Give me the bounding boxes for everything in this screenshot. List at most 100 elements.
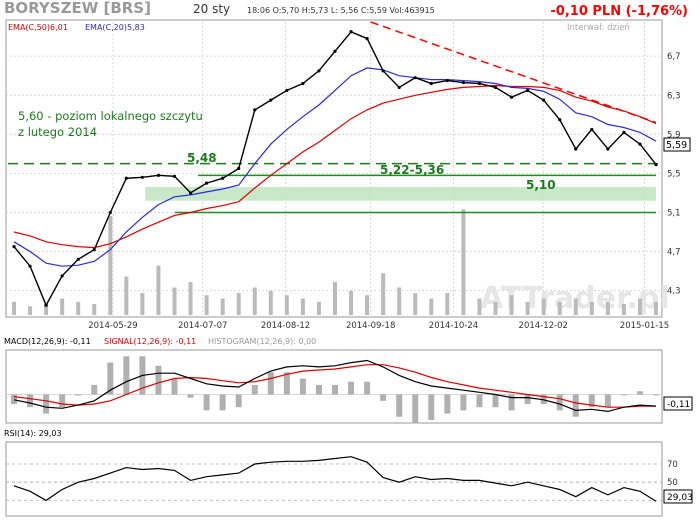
x-tick-label: 2014-08-12	[261, 321, 310, 331]
volume-bar	[413, 293, 418, 315]
macd-histogram-bar	[572, 394, 579, 417]
price-point	[622, 130, 626, 134]
volume-bar	[300, 298, 305, 315]
macd-signal-label: SIGNAL(12,26,9): -0,11	[104, 337, 196, 346]
price-point	[413, 76, 417, 80]
price-point	[333, 49, 337, 53]
macd-histogram-bar	[59, 394, 66, 408]
macd-histogram-bar	[75, 394, 82, 396]
macd-histogram-bar	[107, 362, 114, 395]
rsi-tick-label: 50	[667, 478, 678, 488]
price-point	[221, 176, 225, 180]
volume-bar	[204, 295, 209, 315]
ema20-path	[13, 67, 657, 267]
price-point	[526, 88, 530, 92]
price-panel	[5, 19, 663, 318]
ema20-line	[13, 67, 657, 267]
zone-label: 5,22-5,36	[380, 163, 444, 177]
support-zone	[145, 187, 656, 201]
volume-bar	[349, 290, 354, 315]
rsi-panel	[5, 441, 663, 517]
date-x-axis: 2014-05-29 2014-07-07 2014-08-12 2014-09-18…	[88, 321, 669, 331]
macd-histogram-bar	[428, 394, 435, 420]
macd-histogram-bar	[283, 372, 290, 395]
volume-bar	[557, 301, 562, 315]
price-point	[574, 147, 578, 151]
macd-histogram-bar	[203, 394, 210, 411]
macd-histogram-bar	[508, 394, 515, 411]
price-point	[253, 108, 257, 112]
price-point	[477, 81, 482, 86]
x-tick-label: 2014-10-24	[429, 321, 478, 331]
y-tick-label: 4,3	[667, 287, 681, 297]
rsi-path	[13, 456, 657, 502]
price-grid	[6, 22, 662, 315]
volume-bar	[397, 287, 402, 315]
rsi-series: 305070	[6, 456, 678, 506]
macd-histogram-bar	[620, 394, 627, 396]
macd-label: MACD(12,26,9): -0,11	[4, 337, 91, 346]
macd-value-box: -0,11	[663, 396, 693, 411]
volume-bar	[621, 304, 626, 315]
price-series	[12, 30, 658, 307]
price-point	[590, 127, 594, 132]
macd-histogram-bar	[11, 394, 17, 405]
rsi-tick-label: 70	[667, 460, 678, 470]
macd-series	[6, 356, 662, 424]
x-tick-label: 2014-05-29	[88, 321, 137, 331]
volume-bar	[28, 306, 33, 315]
price-point	[445, 79, 449, 83]
volume-bar	[172, 287, 177, 315]
volume-bar	[284, 295, 289, 315]
volume-bar	[381, 273, 386, 315]
macd-histogram-bar	[380, 394, 387, 401]
local-high-text-line1: 5,60 - poziom lokalnego szczytu	[18, 109, 203, 123]
volume-bar	[605, 301, 610, 315]
price-point	[188, 191, 193, 195]
volume-bar	[60, 298, 65, 315]
macd-value: -0,11	[667, 400, 690, 410]
volume-bar	[156, 265, 161, 315]
price-point	[269, 98, 273, 102]
level-548-label: 5,48	[187, 151, 217, 165]
interval-label: Interwał: dzień	[567, 23, 630, 33]
volume-bar	[316, 301, 321, 315]
price-point	[92, 247, 96, 252]
volume-bar	[333, 282, 337, 315]
volume-bar	[541, 298, 546, 315]
volume-bar	[12, 301, 16, 315]
price-point	[429, 81, 433, 86]
volume-bar	[365, 295, 370, 315]
last-price-value: 5,59	[666, 140, 687, 151]
volume-bar	[493, 301, 498, 315]
price-point	[205, 181, 209, 185]
macd-histogram-bar	[412, 394, 419, 424]
macd-histogram-bar	[251, 384, 258, 395]
macd-histogram-bar	[171, 378, 178, 395]
volume-bars	[12, 209, 658, 315]
price-point	[156, 173, 161, 177]
y-tick-label: 6,7	[667, 52, 681, 62]
ema20-legend: EMA(C,20)5,83	[85, 23, 145, 32]
ema50-line	[13, 84, 657, 249]
macd-histogram-bar	[299, 378, 306, 395]
macd-histogram-label: HISTOGRAM(12,26,9): 0,00	[208, 337, 316, 346]
price-point	[493, 85, 498, 90]
price-point	[542, 98, 546, 102]
macd-path	[13, 359, 657, 413]
price-point	[509, 95, 514, 99]
volume-bar	[445, 293, 450, 315]
price-point	[365, 37, 369, 41]
macd-histogram-bar	[476, 394, 483, 408]
volume-bar	[108, 216, 113, 315]
price-point	[44, 303, 48, 307]
volume-bar	[589, 301, 594, 315]
volume-bar	[268, 290, 273, 315]
y-tick-label: 4,7	[667, 248, 681, 258]
volume-bar	[573, 298, 578, 315]
level-510-label: 5,10	[526, 178, 556, 192]
price-point	[60, 274, 64, 278]
price-change: -0,10 PLN (-1,76%)	[550, 4, 688, 19]
macd-histogram-bar	[315, 384, 322, 395]
